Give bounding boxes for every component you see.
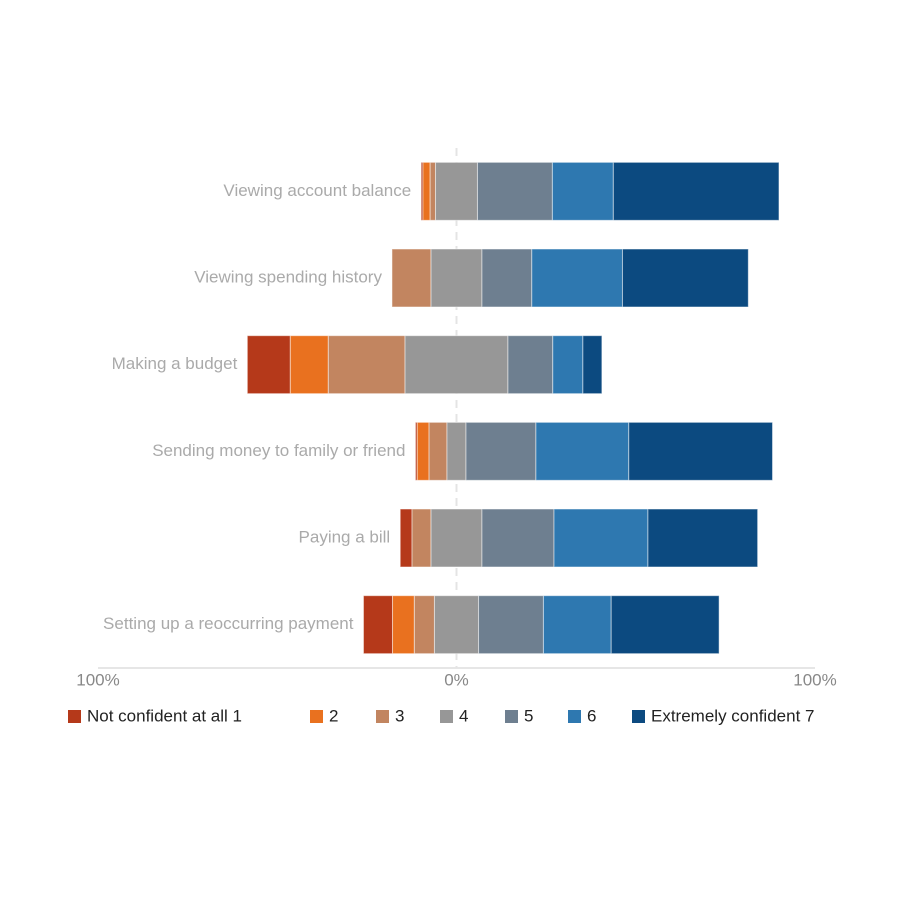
bar-segment bbox=[416, 421, 430, 481]
x-tick-label: 0% bbox=[444, 670, 469, 689]
bar-segment bbox=[542, 595, 612, 655]
legend-label: 6 bbox=[587, 706, 596, 725]
bar-segment bbox=[246, 335, 291, 395]
category-label: Viewing account balance bbox=[223, 181, 411, 200]
category-label: Viewing spending history bbox=[194, 267, 382, 286]
bar-segment bbox=[362, 595, 394, 655]
bar-segment bbox=[429, 161, 437, 221]
bar-segment bbox=[392, 595, 415, 655]
bar-segment bbox=[478, 595, 544, 655]
category-label: Making a budget bbox=[112, 354, 238, 373]
bar-segment bbox=[327, 335, 406, 395]
legend-label: Not confident at all 1 bbox=[87, 706, 242, 725]
bar-segment bbox=[428, 421, 448, 481]
bar-segment bbox=[430, 248, 483, 308]
bar-segment bbox=[535, 421, 630, 481]
bar-segment bbox=[647, 508, 759, 568]
bar-segment bbox=[531, 248, 623, 308]
bar-segment bbox=[481, 508, 555, 568]
bar-segment bbox=[621, 248, 749, 308]
bar-segment bbox=[411, 508, 432, 568]
bar-segment bbox=[446, 421, 467, 481]
legend-swatch bbox=[376, 710, 389, 723]
category-label: Setting up a reoccurring payment bbox=[103, 614, 354, 633]
x-tick-label: 100% bbox=[793, 670, 836, 689]
bar-segment bbox=[481, 248, 533, 308]
bar-segment bbox=[391, 248, 432, 308]
bar-segment bbox=[610, 595, 720, 655]
legend-label: 3 bbox=[395, 706, 404, 725]
bar-segment bbox=[551, 161, 614, 221]
legend-label: 5 bbox=[524, 706, 533, 725]
category-label: Sending money to family or friend bbox=[152, 441, 405, 460]
bar-segment bbox=[582, 335, 603, 395]
legend-label: Extremely confident 7 bbox=[651, 706, 814, 725]
legend-label: 4 bbox=[459, 706, 468, 725]
bar-segment bbox=[465, 421, 537, 481]
bar-segment bbox=[612, 161, 780, 221]
bar-segment bbox=[553, 508, 649, 568]
legend-swatch bbox=[68, 710, 81, 723]
legend-swatch bbox=[505, 710, 518, 723]
category-label: Paying a bill bbox=[299, 527, 391, 546]
bar-segment bbox=[552, 335, 584, 395]
bar-segment bbox=[433, 595, 480, 655]
bar-segment bbox=[289, 335, 329, 395]
bar-segment bbox=[399, 508, 413, 568]
bar-segment bbox=[435, 161, 478, 221]
legend-swatch bbox=[632, 710, 645, 723]
bar-segment bbox=[422, 161, 431, 221]
legend-swatch bbox=[568, 710, 581, 723]
bar-segment bbox=[430, 508, 483, 568]
bar-segment bbox=[507, 335, 554, 395]
legend-label: 2 bbox=[329, 706, 338, 725]
bar-segment bbox=[628, 421, 774, 481]
bar-segment bbox=[413, 595, 435, 655]
legend-swatch bbox=[440, 710, 453, 723]
legend-swatch bbox=[310, 710, 323, 723]
bar-segment bbox=[476, 161, 553, 221]
x-tick-label: 100% bbox=[76, 670, 119, 689]
bar-segment bbox=[404, 335, 509, 395]
